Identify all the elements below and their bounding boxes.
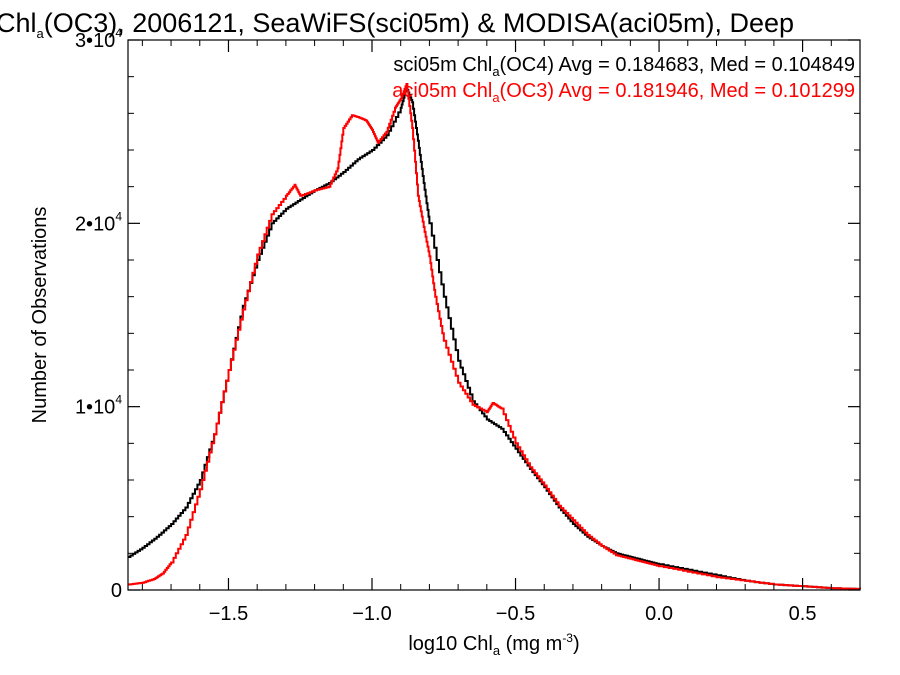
legend-sci05m-rest: (OC4) Avg = 0.184683, Med = 0.104849 [500, 54, 855, 76]
y-tick-label: 0 [111, 580, 122, 602]
legend-aci05m-main: aci05m Chl [392, 80, 492, 102]
y-tick-label-exponent: 4 [115, 26, 122, 40]
plot-frame [127, 39, 861, 591]
y-tick-label-exponent: 4 [115, 393, 122, 407]
x-axis-label-units: (mg m [500, 633, 562, 655]
y-tick-label-base: 0 [111, 580, 122, 602]
x-tick-label: −1.5 [209, 603, 248, 625]
y-tick-label: 3•104 [75, 26, 122, 52]
y-tick-label-base: 2•10 [75, 213, 115, 235]
x-axis-label-close: ) [573, 633, 580, 655]
legend-aci05m-subscript: a [492, 90, 500, 105]
x-axis-label: log10 Chla (mg m-3) [408, 631, 579, 658]
y-tick-label: 2•104 [75, 209, 122, 235]
y-tick-label-exponent: 4 [115, 209, 122, 223]
chart-title-subscript: a [37, 26, 45, 41]
chart-title-rest: (OC3), 2006121, SeaWiFS(sci05m) & MODISA… [44, 8, 794, 38]
x-axis-label-main: log10 Chl [408, 633, 493, 655]
series-line-sci05m [128, 86, 861, 590]
x-tick-label: 0.5 [789, 603, 817, 625]
legend-sci05m-subscript: a [492, 64, 500, 79]
x-axis-label-subscript: a [493, 643, 501, 658]
x-axis: −1.5 −1.0 −0.5 0.0 0.5 [141, 40, 861, 625]
x-axis-label-superscript: -3 [562, 631, 573, 645]
x-tick-label: −1.0 [352, 603, 391, 625]
series-layer [128, 83, 861, 590]
legend-entry-aci05m: aci05m Chla(OC3) Avg = 0.181946, Med = 0… [392, 80, 855, 105]
y-tick-label-base: 3•10 [75, 30, 115, 52]
chart-title: Chla(OC3), 2006121, SeaWiFS(sci05m) & MO… [0, 8, 794, 41]
series-line-aci05m [128, 83, 861, 590]
y-axis-label: Number of Observations [29, 207, 51, 424]
chart-title-main: Chl [0, 8, 37, 38]
legend-sci05m-main: sci05m Chl [393, 54, 492, 76]
x-tick-label: −0.5 [496, 603, 535, 625]
y-tick-label-base: 1•10 [75, 397, 115, 419]
legend-entry-sci05m: sci05m Chla(OC4) Avg = 0.184683, Med = 0… [393, 54, 855, 79]
y-tick-label: 1•104 [75, 393, 122, 419]
x-tick-label: 0.0 [645, 603, 673, 625]
legend-aci05m-rest: (OC3) Avg = 0.181946, Med = 0.101299 [500, 80, 855, 102]
